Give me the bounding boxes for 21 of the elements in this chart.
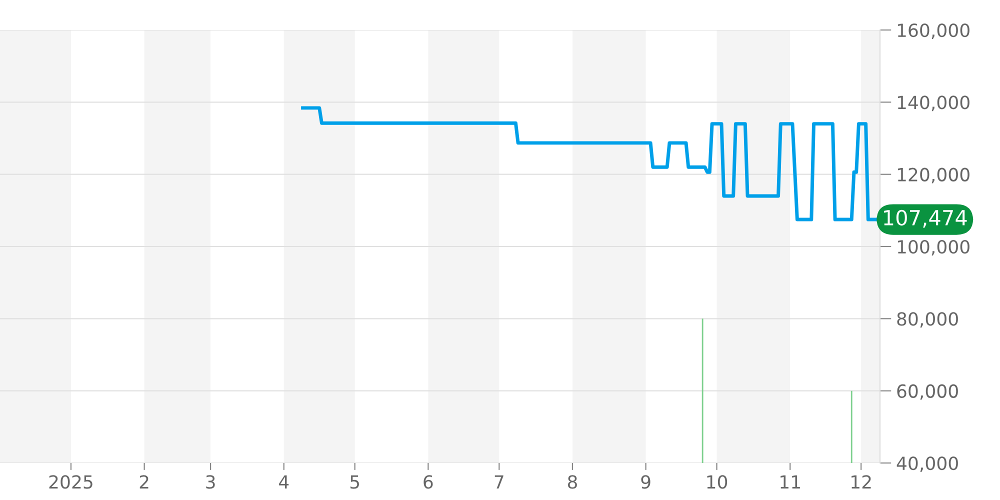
x-tick-label: 4 bbox=[279, 475, 289, 489]
y-tick-label: 160,000 bbox=[898, 23, 970, 39]
x-tick-label: 8 bbox=[568, 475, 577, 489]
annotation: 107,474 bbox=[884, 210, 967, 228]
x-tick-label: 6 bbox=[424, 475, 433, 489]
x-tick-label: 2025 bbox=[49, 475, 92, 489]
y-tick-label: 40,000 bbox=[896, 456, 958, 472]
x-tick-label: 9 bbox=[641, 475, 650, 489]
y-tick-label: 60,000 bbox=[897, 384, 958, 400]
y-tick-label: 140,000 bbox=[898, 96, 970, 112]
y-tick-label: 100,000 bbox=[898, 240, 970, 256]
y-tick-label: 80,000 bbox=[897, 312, 958, 328]
x-tick-label: 5 bbox=[350, 475, 360, 489]
line-series bbox=[301, 106, 880, 222]
x-tick-label: 11 bbox=[780, 475, 800, 489]
y-tick-label: 120,000 bbox=[898, 168, 970, 184]
x-tick-label: 12 bbox=[852, 475, 871, 489]
x-tick-label: 2 bbox=[140, 475, 148, 489]
x-tick-label: 3 bbox=[206, 475, 215, 489]
x-tick-label: 10 bbox=[707, 475, 728, 489]
x-tick-label: 7 bbox=[494, 475, 504, 489]
